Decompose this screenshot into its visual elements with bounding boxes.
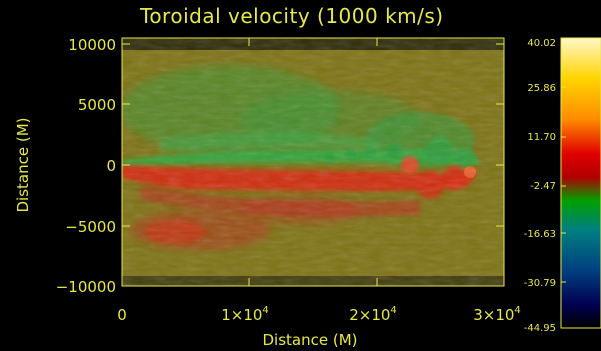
colorbar-tick-label: -44.95 xyxy=(524,323,556,334)
y-tick-label: −5000 xyxy=(65,218,116,236)
colorbar-tick-label: 11.70 xyxy=(527,132,556,143)
plot-title: Toroidal velocity (1000 km/s) xyxy=(140,4,444,28)
y-axis xyxy=(122,43,504,287)
colorbar xyxy=(561,38,601,328)
colorbar-tick-label: -2.47 xyxy=(530,181,556,192)
y-tick-label: 0 xyxy=(106,157,116,175)
colorbar-tick-label: -16.63 xyxy=(524,229,556,240)
colorbar-ticks xyxy=(561,86,566,283)
colorbar-tick-label: 25.86 xyxy=(527,83,556,94)
y-tick-label: −10000 xyxy=(56,278,116,296)
x-tick-label: 0 xyxy=(117,306,127,324)
colorbar-tick-label: -30.79 xyxy=(524,278,556,289)
x-tick-label: 2×104 xyxy=(349,305,397,324)
colorbar-tick-label: 40.02 xyxy=(527,38,556,49)
x-tick-label: 1×104 xyxy=(221,305,269,324)
y-tick-label: 10000 xyxy=(68,36,116,54)
x-axis-label: Distance (M) xyxy=(262,331,357,349)
y-axis-label: Distance (M) xyxy=(14,117,32,212)
simulation-image xyxy=(122,38,504,286)
y-tick-label: 5000 xyxy=(78,96,116,114)
plot-frame xyxy=(121,37,505,287)
x-axis xyxy=(248,38,378,286)
x-tick-label: 3×104 xyxy=(473,305,521,324)
